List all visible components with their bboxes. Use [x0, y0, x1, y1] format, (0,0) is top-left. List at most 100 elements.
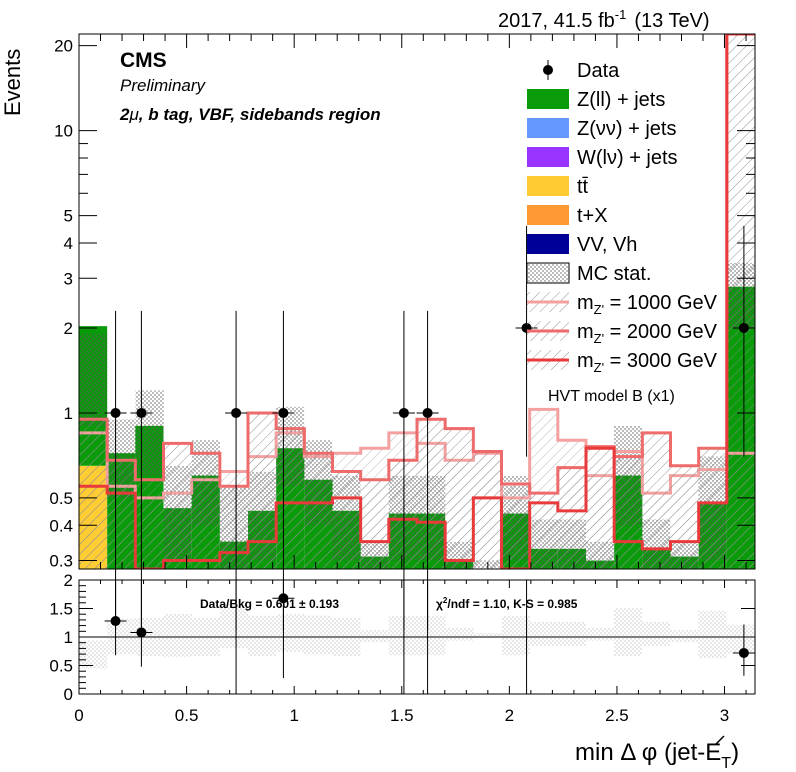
- data-marker: [231, 407, 242, 418]
- legend-swatch: [527, 89, 569, 109]
- x-tick-label: 2.5: [605, 706, 629, 725]
- x-tick-label: 2: [505, 706, 514, 725]
- legend-label: Data: [577, 60, 620, 82]
- data-marker: [422, 407, 433, 418]
- preliminary-label: Preliminary: [120, 76, 207, 95]
- y-tick-label: 1: [64, 404, 73, 423]
- ratio-band-bin: [670, 629, 699, 643]
- ratio-band-bin: [219, 604, 248, 649]
- signal-s2000: [79, 34, 755, 569]
- legend-item-data: Data: [543, 60, 620, 82]
- main-axes: 0.3 0.4 0.5 1 2 3 4 5 10 20: [49, 37, 755, 571]
- legend-label: MC stat.: [577, 263, 651, 285]
- ratio-band-bin: [614, 608, 643, 656]
- legend-label: mZ' = 2000 GeV: [577, 321, 718, 346]
- x-axis: 0 0.5 1 1.5 2 2.5 3: [74, 34, 747, 725]
- data-point: [272, 310, 295, 631]
- x-tick-label: 1.5: [390, 706, 414, 725]
- signal-line-s3000: [79, 34, 755, 569]
- legend-swatch: [526, 262, 570, 284]
- legend-label: W(lν) + jets: [577, 147, 678, 169]
- legend-item-zll: Z(ll) + jets: [527, 89, 665, 111]
- y-axis-label: Events: [0, 49, 25, 116]
- y-tick-label: 0.3: [49, 552, 73, 571]
- signal-line-s2000: [79, 34, 755, 495]
- legend-data-marker: [543, 65, 553, 75]
- ratio-band-bin: [445, 627, 474, 641]
- ratio-marker: [110, 616, 121, 627]
- y-tick-label: 3: [64, 269, 73, 288]
- signal-histograms: [79, 34, 755, 569]
- ratio-point: [732, 624, 755, 676]
- legend-item-s1000: mZ' = 1000 GeV: [527, 292, 718, 317]
- legend-item-znn: Z(νν) + jets: [527, 118, 676, 140]
- legend-swatch: [527, 147, 569, 167]
- ratio-band-bin: [501, 616, 530, 656]
- data-point: [130, 310, 153, 631]
- legend-item-tx: t+X: [527, 205, 608, 227]
- ratio-band-bin: [529, 621, 558, 646]
- ratio-axes: 0 0.5 1 1.5 2: [49, 571, 755, 704]
- ratio-band-bin: [388, 616, 417, 656]
- data-marker: [278, 407, 289, 418]
- signal-s3000: [79, 34, 755, 569]
- y-tick-label: 4: [64, 234, 73, 253]
- ratio-band-bin: [304, 615, 333, 655]
- legend-label: Z(νν) + jets: [577, 118, 676, 140]
- ratio-mc-stat-band: [79, 604, 755, 669]
- legend-item-s3000: mZ' = 3000 GeV: [527, 350, 718, 375]
- legend-swatch: [527, 176, 569, 196]
- mc-stat-bin: [79, 334, 108, 426]
- ratio-band-bin: [276, 614, 305, 653]
- data-point: [225, 310, 248, 631]
- model-note: HVT model B (x1): [548, 388, 675, 405]
- ratio-marker: [136, 627, 147, 638]
- cms-label: CMS: [120, 49, 167, 72]
- legend-item-vv: VV, Vh: [527, 234, 637, 256]
- ratio-point: [104, 580, 127, 656]
- ratio-band-bin: [557, 621, 586, 646]
- legend-item-mcstat: MC stat.: [526, 262, 651, 285]
- ratio-tick-label: 1: [64, 628, 73, 647]
- ratio-point: [130, 580, 153, 667]
- ratio-band-bin: [726, 624, 755, 654]
- ratio-band-bin: [163, 613, 192, 657]
- ratio-marker: [278, 593, 289, 604]
- ratio-band-bin: [360, 629, 389, 643]
- legend-swatch: [527, 234, 569, 254]
- legend-label: mZ' = 1000 GeV: [577, 292, 718, 317]
- ratio-data-points: [104, 580, 755, 694]
- data-point: [104, 310, 127, 631]
- x-tick-label: 3: [720, 706, 729, 725]
- met-slash: [715, 735, 725, 745]
- data-marker: [110, 407, 121, 418]
- ratio-band-bin: [248, 615, 277, 656]
- ratio-band-bin: [79, 640, 108, 669]
- x-tick-label: 1: [289, 706, 298, 725]
- data-bkg-ratio-text: Data/Bkg = 0.601 ± 0.193: [200, 597, 339, 611]
- ratio-tick-label: 2: [64, 571, 73, 590]
- ratio-point: [272, 580, 295, 679]
- ratio-band-bin: [698, 610, 727, 659]
- legend-swatch: [527, 205, 569, 225]
- data-marker: [136, 407, 147, 418]
- ratio-band-bin: [473, 632, 502, 637]
- legend-label: VV, Vh: [577, 234, 637, 256]
- ratio-band-bin: [417, 616, 446, 656]
- x-tick-label: 0.5: [175, 706, 199, 725]
- y-tick-label: 20: [54, 37, 73, 56]
- lumi-label: 2017, 41.5 fb-1 (13 TeV): [498, 7, 710, 32]
- y-tick-label: 0.4: [49, 516, 73, 535]
- legend-item-wln: W(lν) + jets: [527, 147, 678, 169]
- stack-bar-zll: [473, 569, 501, 574]
- legend-label: mZ' = 3000 GeV: [577, 350, 718, 375]
- ratio-plot-area: [79, 604, 755, 669]
- mc-stat-bin: [135, 390, 164, 476]
- ratio-marker: [738, 647, 749, 658]
- legend-label: tt̄: [577, 176, 589, 198]
- legend-label: t+X: [577, 205, 608, 227]
- data-marker: [398, 407, 409, 418]
- region-label: 2μ, b tag, VBF, sidebands region: [119, 105, 381, 124]
- data-point: [392, 310, 415, 631]
- ratio-tick-label: 0: [64, 685, 73, 704]
